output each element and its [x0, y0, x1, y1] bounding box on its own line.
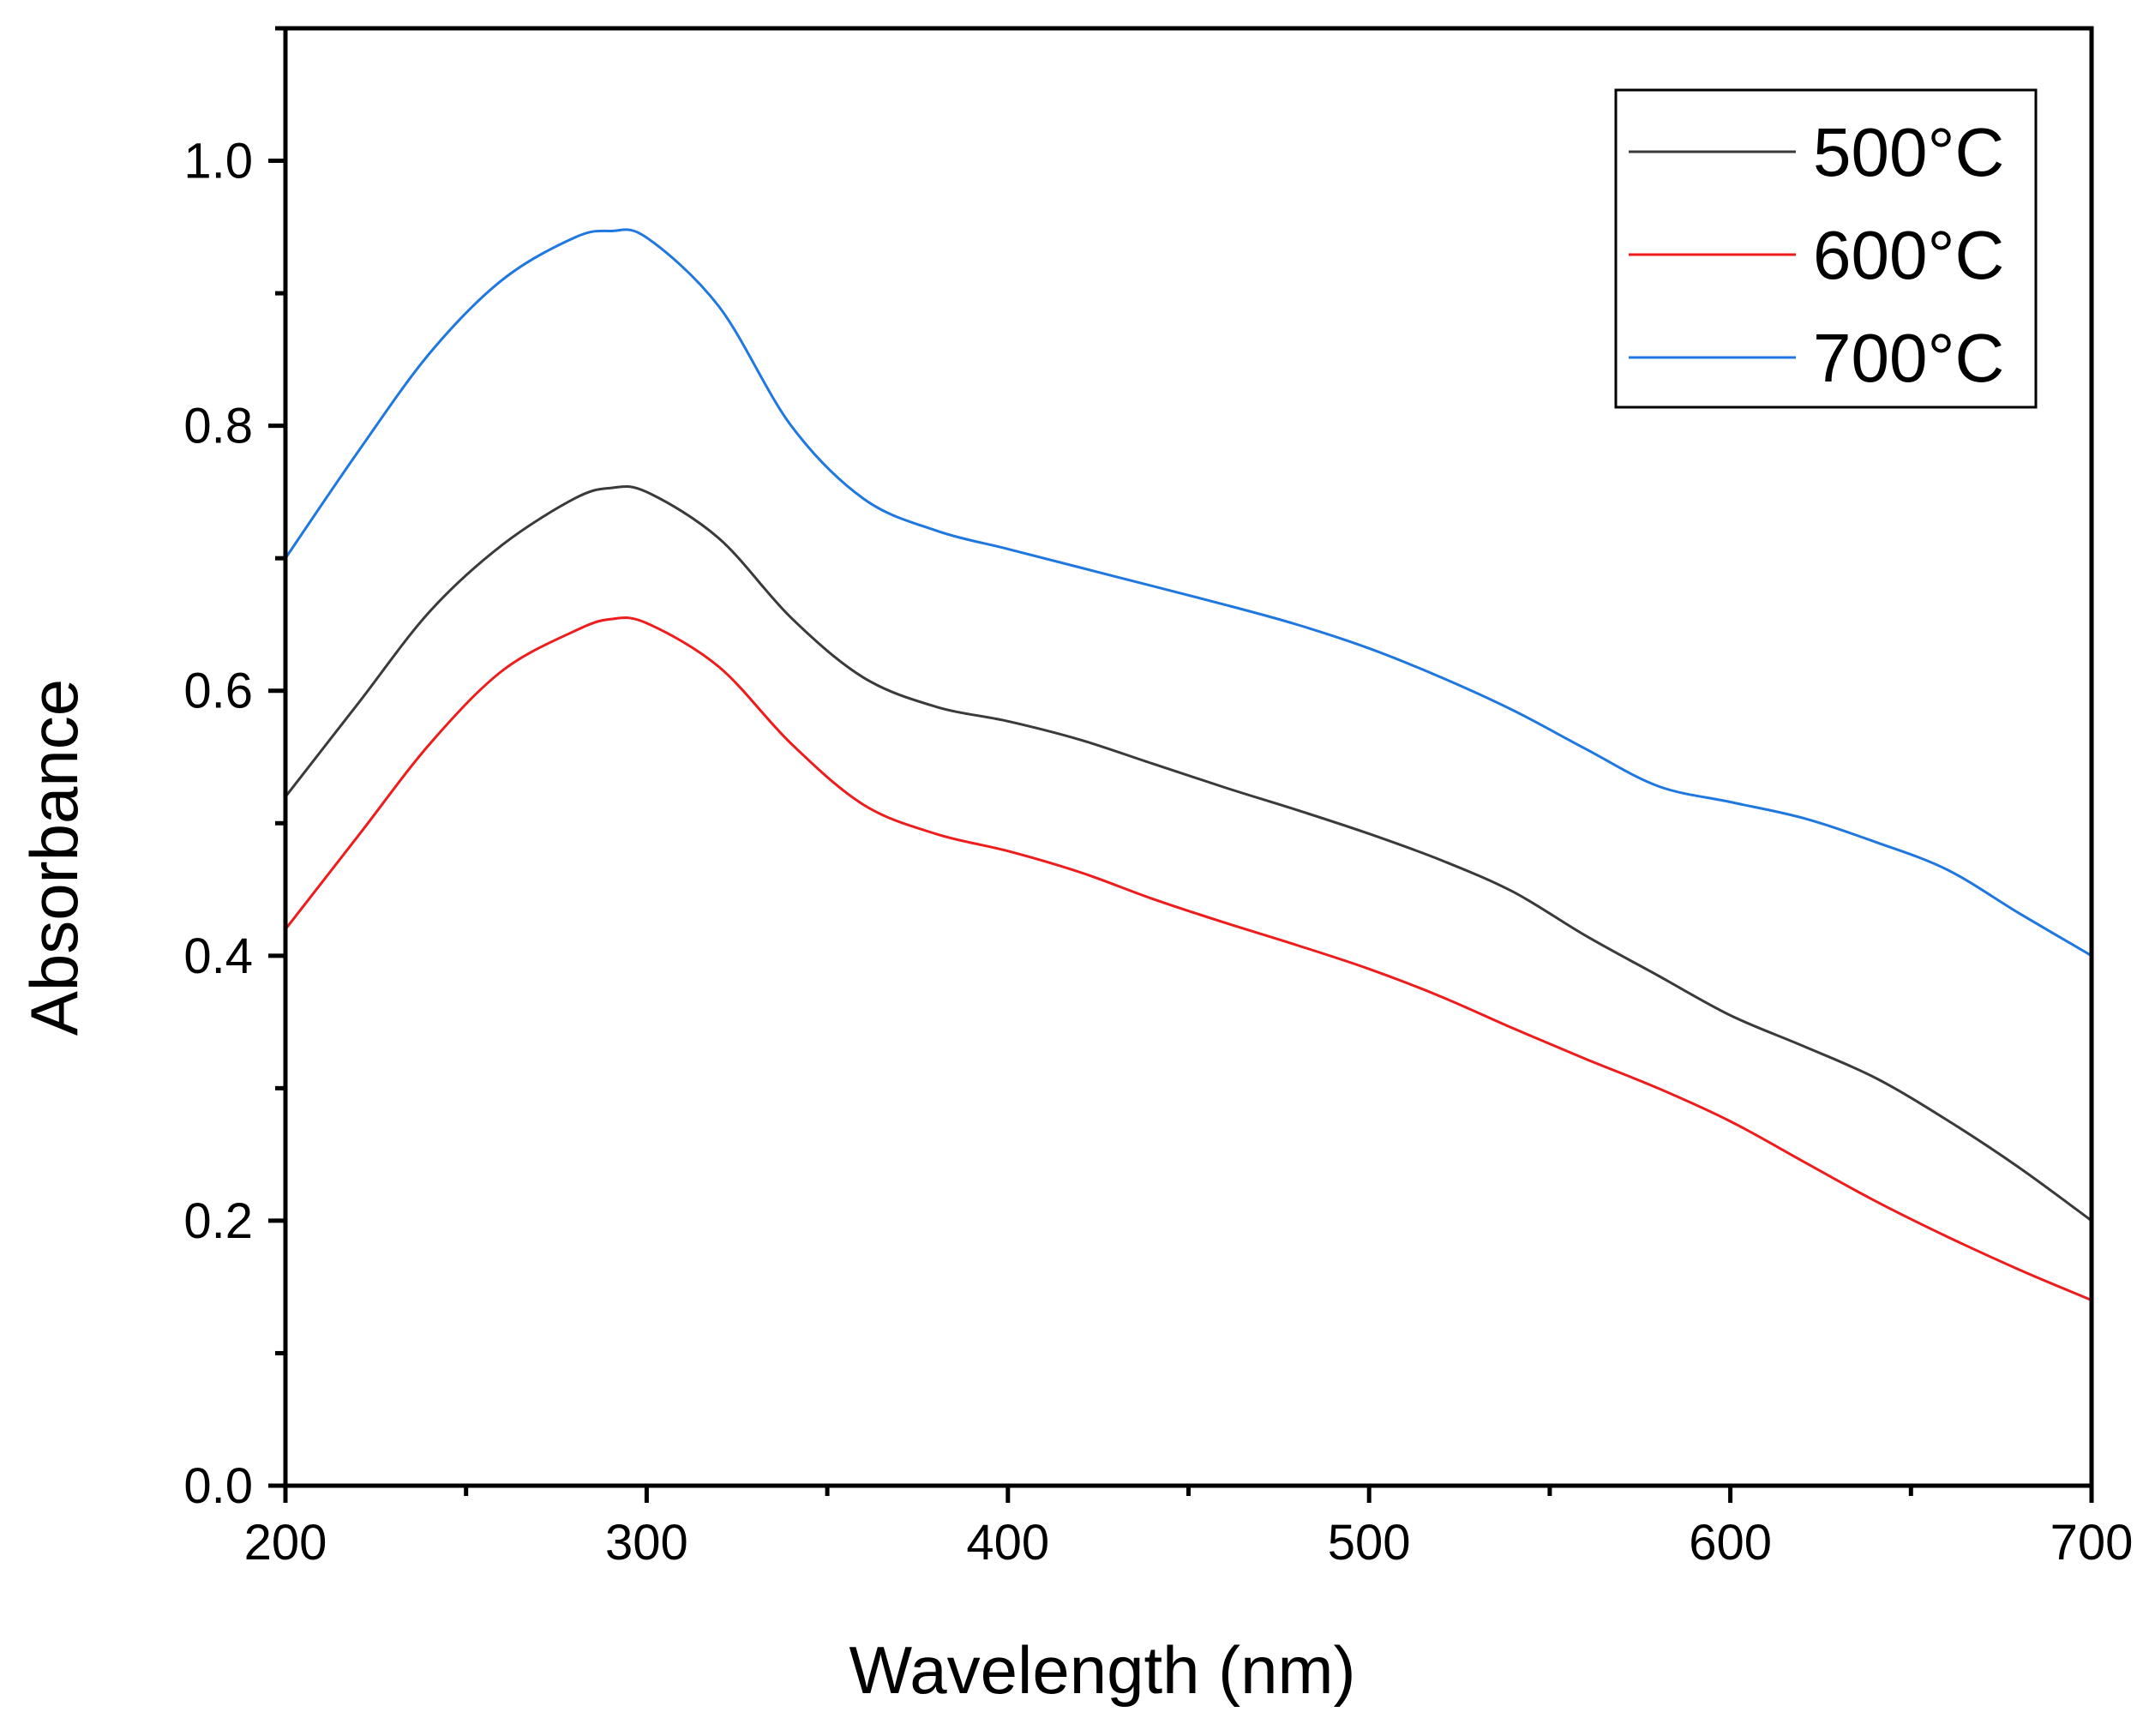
series-layer: [284, 228, 2093, 1302]
y-tick-label: 0.0: [183, 1458, 253, 1514]
y-tick-label: 1.0: [183, 134, 253, 189]
y-tick-label: 0.2: [183, 1193, 253, 1249]
series-line-500C: [284, 484, 2093, 1222]
y-axis: 0.0 0.2 0.4 0.6 0.8 1.0: [183, 26, 285, 1514]
series-line-600C: [284, 616, 2093, 1302]
series-line-700C: [284, 228, 2093, 958]
legend-items: 500°C 600°C 700°C: [1629, 114, 2004, 396]
x-tick-label: 600: [1689, 1515, 1772, 1571]
y-tick-label: 0.4: [183, 928, 253, 984]
legend: 500°C 600°C 700°C: [1614, 88, 2038, 409]
x-tick-label: 200: [244, 1515, 327, 1571]
legend-label-500C: 500°C: [1813, 114, 2004, 190]
x-tick-label: 400: [966, 1515, 1049, 1571]
legend-label-600C: 600°C: [1813, 217, 2004, 293]
x-tick-label: 700: [2050, 1515, 2134, 1571]
y-axis-title: Absorbance: [16, 679, 92, 1036]
x-tick-label: 500: [1328, 1515, 1411, 1571]
x-tick-label: 300: [605, 1515, 688, 1571]
y-tick-label: 0.6: [183, 664, 253, 719]
x-axis-title: Wavelength (nm): [849, 1632, 1356, 1708]
x-axis: 200 300 400 500 600 700: [244, 1486, 2134, 1571]
legend-label-700C: 700°C: [1813, 320, 2004, 396]
legend-box: [1614, 88, 2038, 409]
y-tick-label: 0.8: [183, 399, 253, 454]
